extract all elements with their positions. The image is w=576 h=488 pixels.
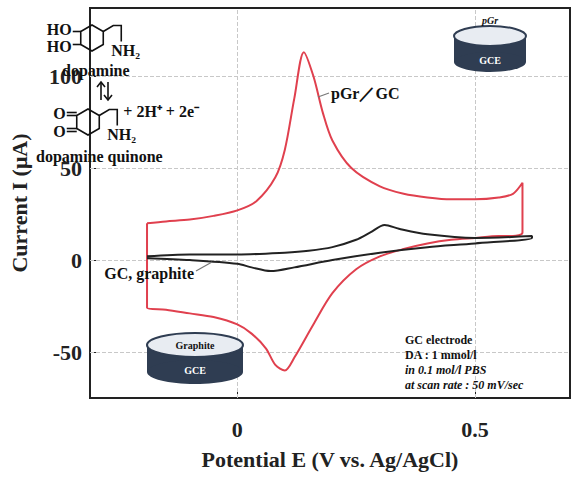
svg-text:GCE: GCE <box>184 365 206 376</box>
svg-text:NH₂: NH₂ <box>107 126 136 143</box>
svg-text:50: 50 <box>60 155 82 181</box>
svg-text:at scan rate : 50 mV/sec: at scan rate : 50 mV/sec <box>405 378 524 392</box>
svg-text:HO: HO <box>47 38 72 55</box>
svg-text:-50: -50 <box>53 340 82 365</box>
svg-text:in 0.1 mol/l PBS: in 0.1 mol/l PBS <box>405 363 487 377</box>
svg-text:0: 0 <box>232 417 243 442</box>
svg-text:pGr／GC: pGr／GC <box>331 85 399 103</box>
svg-text:O: O <box>53 105 65 122</box>
svg-text:DA : 1 mmol/l: DA : 1 mmol/l <box>405 348 477 362</box>
svg-text:dopamine quinone: dopamine quinone <box>36 148 163 166</box>
svg-text:+ 2H⁺ + 2e⁻: + 2H⁺ + 2e⁻ <box>123 103 200 120</box>
svg-text:GC, graphite: GC, graphite <box>104 265 194 283</box>
svg-text:Potential E (V vs. Ag/AgCl): Potential E (V vs. Ag/AgCl) <box>202 447 459 472</box>
svg-text:dopamine: dopamine <box>62 62 130 80</box>
svg-text:pGr: pGr <box>481 15 498 26</box>
svg-text:GCE: GCE <box>479 55 501 66</box>
svg-text:0.5: 0.5 <box>461 417 489 442</box>
svg-text:GC electrode: GC electrode <box>405 333 473 347</box>
svg-text:0: 0 <box>71 248 82 273</box>
svg-text:O: O <box>53 123 65 140</box>
svg-text:NH₂: NH₂ <box>111 42 140 59</box>
svg-text:Current I (μA): Current I (μA) <box>7 133 32 272</box>
svg-text:HO: HO <box>47 21 72 38</box>
svg-text:Graphite: Graphite <box>176 340 215 351</box>
